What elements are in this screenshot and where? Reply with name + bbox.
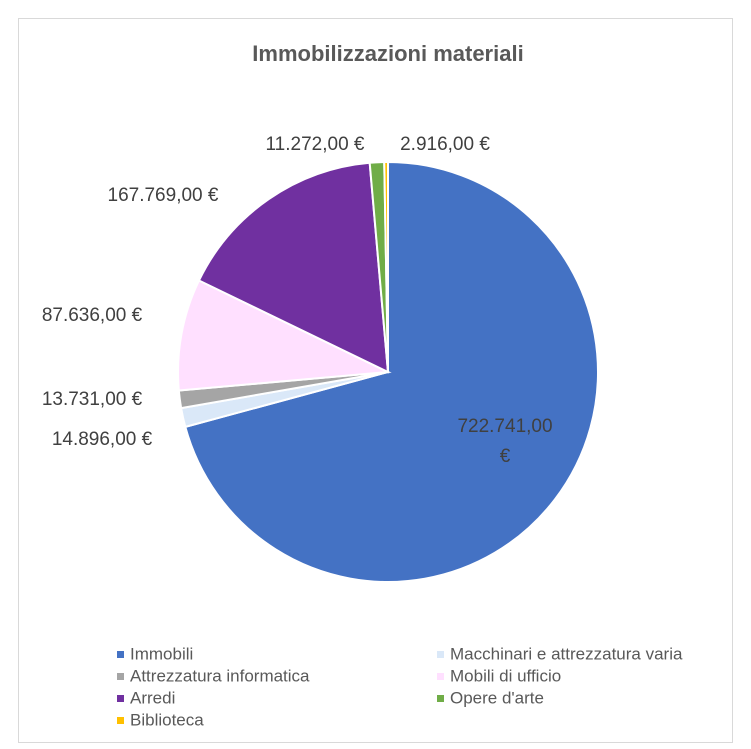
legend-label: Mobili di ufficio [450,666,561,685]
legend-label: Opere d'arte [450,688,544,707]
data-label: 11.272,00 € [266,134,365,155]
legend-marker [437,695,444,702]
data-label-box: 722.741,00 € [457,416,553,467]
legend-label: Immobili [130,644,193,663]
pie-slice [197,161,390,374]
legend-marker [117,673,124,680]
pie-slice [184,160,599,583]
data-label: 87.636,00 € [42,305,143,326]
legend-marker [437,673,444,680]
data-label: 13.731,00 € [42,389,143,410]
data-label: 722.741,00 € [457,416,553,467]
legend-marker [117,651,124,658]
legend-label: Arredi [130,688,175,707]
pie-slice [177,279,392,392]
data-label: 2.916,00 € [400,134,490,155]
legend-label: Macchinari e attrezzatura varia [450,644,683,663]
legend-marker [437,651,444,658]
legend-label: Biblioteca [130,710,204,729]
data-label: 14.896,00 € [52,429,153,450]
data-label: 167.769,00 € [108,185,219,206]
pie-slice [383,160,389,373]
chart-title: Immobilizzazioni materiali [252,41,523,66]
legend-marker [117,717,124,724]
legend-marker [117,695,124,702]
legend-label: Attrezzatura informatica [130,666,310,685]
